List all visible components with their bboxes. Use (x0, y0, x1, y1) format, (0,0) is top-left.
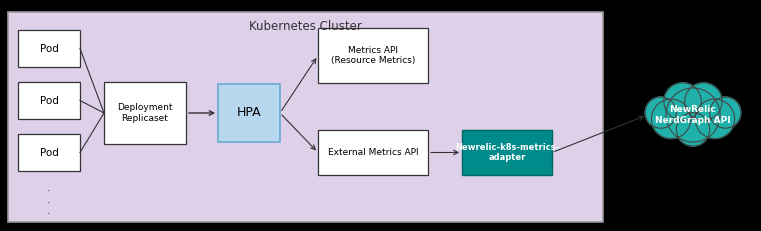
Circle shape (664, 83, 702, 120)
FancyBboxPatch shape (218, 84, 280, 142)
FancyBboxPatch shape (462, 130, 552, 175)
Text: Pod: Pod (40, 148, 59, 158)
Text: Metrics API
(Resource Metrics): Metrics API (Resource Metrics) (331, 46, 416, 65)
Circle shape (666, 88, 720, 142)
Circle shape (685, 83, 722, 120)
FancyBboxPatch shape (318, 130, 428, 175)
FancyBboxPatch shape (18, 30, 80, 67)
Circle shape (695, 99, 734, 139)
Circle shape (677, 113, 710, 146)
FancyBboxPatch shape (8, 12, 603, 222)
Text: Pod: Pod (40, 43, 59, 54)
Text: Deployment
Replicaset: Deployment Replicaset (117, 103, 173, 123)
FancyBboxPatch shape (18, 134, 80, 171)
Text: .
.
.: . . . (47, 183, 51, 216)
Circle shape (710, 97, 741, 128)
Circle shape (645, 97, 677, 128)
Text: External Metrics API: External Metrics API (328, 148, 419, 157)
Text: Newrelic-k8s-metrics-
adapter: Newrelic-k8s-metrics- adapter (455, 143, 559, 162)
Text: HPA: HPA (237, 106, 261, 119)
FancyBboxPatch shape (104, 82, 186, 144)
FancyBboxPatch shape (18, 82, 80, 119)
Circle shape (651, 99, 691, 139)
FancyBboxPatch shape (318, 28, 428, 83)
Text: Kubernetes Cluster: Kubernetes Cluster (249, 19, 362, 33)
Text: Pod: Pod (40, 95, 59, 106)
Text: NewRelic
NerdGraph API: NewRelic NerdGraph API (655, 105, 731, 125)
